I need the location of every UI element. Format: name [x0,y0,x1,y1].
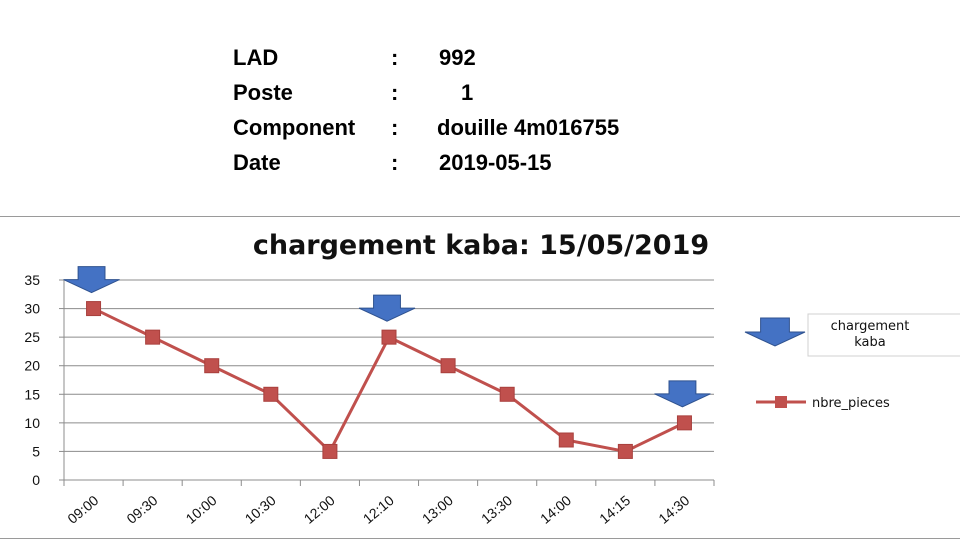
section-divider [0,216,960,217]
bottom-divider [0,538,960,539]
legend-annotation-box [807,313,960,357]
info-label: LAD [233,45,279,70]
info-value: douille 4m016755 [437,115,620,140]
y-tick-label: 35 [24,272,40,288]
x-tick-label: 10:00 [183,492,220,527]
x-tick-label: 10:30 [242,492,279,527]
data-point [263,386,279,402]
info-value: 2019-05-15 [439,150,552,175]
series-layer [86,301,692,459]
x-tick-label: 14:15 [596,492,633,527]
data-point [499,386,515,402]
y-tick-label: 10 [24,415,40,431]
x-tick-label: 09:00 [64,492,101,527]
info-separator: : [391,115,399,140]
y-tick-label: 15 [24,386,40,402]
chart-title: chargement kaba: 15/05/2019 [253,230,709,261]
legend-annotation-label-line1: chargement [831,319,910,334]
legend-series-label: nbre_pieces [812,396,890,411]
down-arrow-icon [358,294,416,322]
data-point [381,329,397,345]
annotation-layer [63,266,806,408]
legend-annotation-label-line2: kaba [854,335,885,350]
legend-down-arrow-icon [744,317,806,347]
legend-series-marker [775,396,787,408]
data-point [204,358,220,374]
down-arrow-icon [654,380,711,408]
info-label: Poste [233,80,293,105]
y-tick-label: 25 [24,329,40,345]
info-separator: : [391,45,399,70]
data-point [440,358,456,374]
x-tick-label: 12:10 [360,492,397,527]
x-tick-label: 14:00 [537,492,574,527]
info-separator: : [391,150,399,175]
info-label: Date [233,150,281,175]
x-tick-label: 14:30 [655,492,692,527]
legend: chargement kaba nbre_pieces [756,313,960,411]
y-tick-label: 0 [32,472,40,488]
x-tick-label: 09:30 [123,492,160,527]
info-value: 1 [461,80,474,105]
y-tick-label: 30 [24,301,40,317]
data-point [558,432,574,448]
line-chart: chargement kaba: 15/05/2019 0 5 10 15 20 25 30… [24,230,960,527]
data-point [617,443,633,459]
info-value: 992 [439,45,476,70]
down-arrow-icon [63,266,120,294]
info-label: Component [233,115,356,140]
y-tick-label: 20 [24,358,40,374]
info-separator: : [391,80,399,105]
y-tick-label: 5 [32,443,40,459]
data-point [86,301,102,317]
data-point [676,415,692,431]
x-tick-label: 13:00 [419,492,456,527]
data-point [145,329,161,345]
x-tick-label: 12:00 [301,492,338,527]
data-point [322,443,338,459]
x-tick-label: 13:30 [478,492,515,527]
